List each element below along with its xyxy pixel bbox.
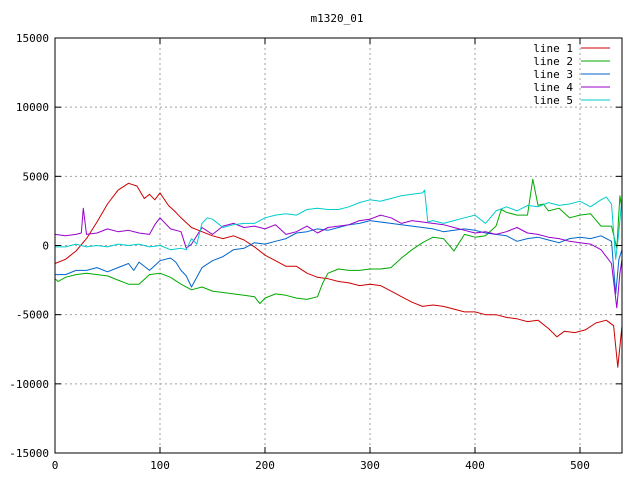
x-tick-label: 400 — [465, 459, 485, 472]
chart-title: m1320_01 — [311, 12, 364, 25]
grid-lines — [55, 38, 622, 453]
y-tick-label: 5000 — [23, 170, 50, 183]
y-tick-label: -5000 — [16, 309, 49, 322]
y-tick-label: 0 — [42, 240, 49, 253]
series-line-1 — [54, 182, 623, 368]
series-layer — [54, 178, 623, 368]
axis-ticks: 0 100 200 300 400 500 -15000 -10000 -5000 0 5000 10… — [9, 32, 622, 472]
series-line-3 — [55, 220, 623, 295]
legend-label-5: line 5 — [533, 94, 573, 107]
y-tick-label: 10000 — [16, 101, 49, 114]
series-line-5 — [55, 189, 623, 260]
legend-label-3: line 3 — [533, 68, 573, 81]
legend-label-1: line 1 — [533, 42, 573, 55]
x-tick-label: 300 — [360, 459, 380, 472]
x-tick-label: 200 — [255, 459, 275, 472]
y-tick-label: 15000 — [16, 32, 49, 45]
y-tick-label: -15000 — [9, 447, 49, 460]
legend-label-4: line 4 — [533, 81, 573, 94]
x-tick-label: 500 — [570, 459, 590, 472]
series-line-2 — [54, 178, 623, 305]
series-line-4 — [54, 207, 623, 309]
y-tick-label: -10000 — [9, 378, 49, 391]
legend-label-2: line 2 — [533, 55, 573, 68]
x-tick-label: 0 — [52, 459, 59, 472]
x-tick-label: 100 — [150, 459, 170, 472]
